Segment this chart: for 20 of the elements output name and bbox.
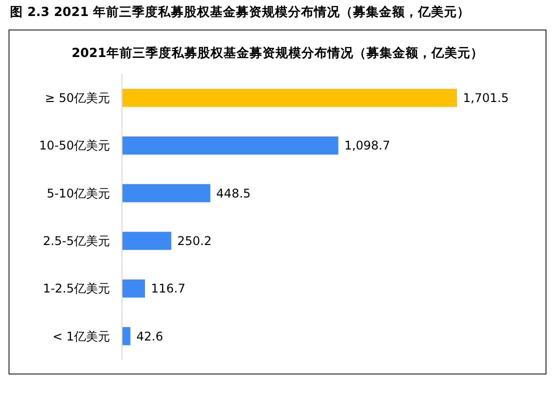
- data-label: 1,098.7: [344, 138, 390, 153]
- bar: [122, 184, 210, 202]
- data-label: 42.6: [136, 329, 164, 344]
- bar: [122, 232, 172, 250]
- chart-subtitle: 2021年前三季度私募股权基金募资规模分布情况（募集金额，亿美元）: [72, 45, 484, 60]
- data-label: 448.5: [216, 186, 251, 200]
- data-label: 116.7: [150, 282, 186, 296]
- y-tick-label: ≥ 50亿美元: [44, 91, 110, 106]
- y-tick-label: 1-2.5亿美元: [42, 282, 110, 296]
- y-tick-label: < 1亿美元: [52, 329, 110, 344]
- bar: [122, 327, 130, 346]
- y-tick-label: 5-10亿美元: [46, 186, 110, 200]
- chart-title: 图 2.3 2021 年前三季度私募股权基金募资规模分布情况（募集金额，亿美元）: [10, 4, 470, 19]
- data-label: 1,701.5: [463, 91, 509, 106]
- bar: [122, 136, 338, 155]
- y-tick-label: 2.5-5亿美元: [42, 234, 110, 248]
- bar: [122, 279, 145, 298]
- data-label: 250.2: [177, 234, 212, 248]
- bar: [122, 88, 457, 107]
- y-tick-label: 10-50亿美元: [39, 138, 110, 153]
